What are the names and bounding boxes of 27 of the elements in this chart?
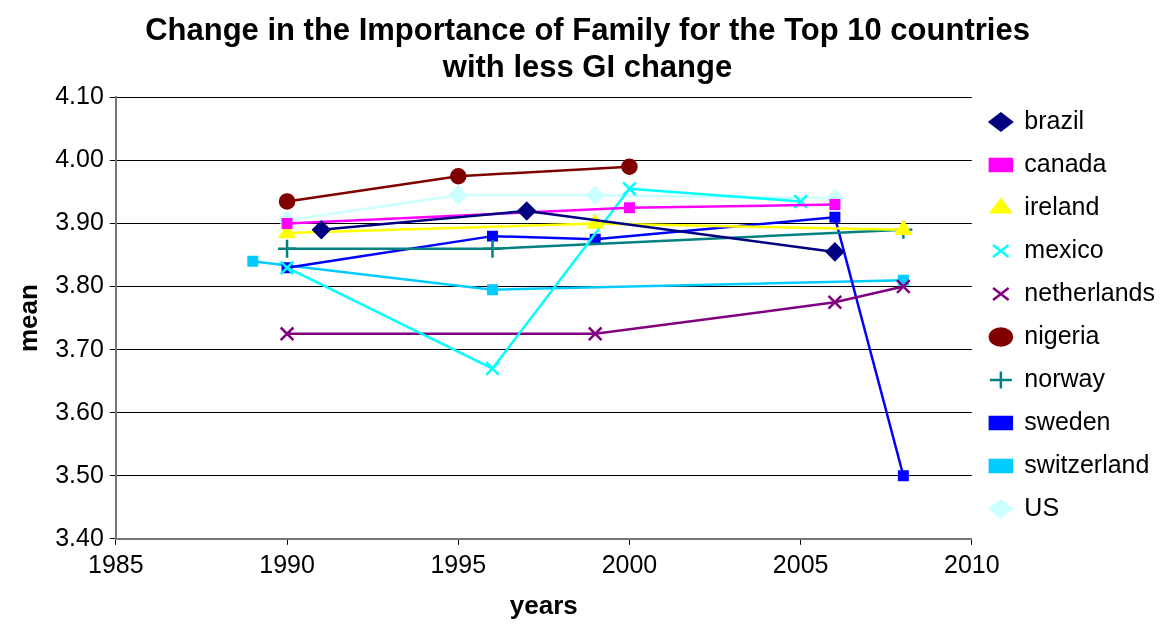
- x-tick-label: 1995: [430, 549, 487, 578]
- legend-label: ireland: [1024, 191, 1100, 220]
- legend-label: norway: [1024, 363, 1106, 392]
- x-axis-title: years: [509, 589, 578, 620]
- legend-label: netherlands: [1024, 277, 1155, 306]
- y-tick-label: 3.50: [55, 459, 104, 488]
- legend-label: canada: [1024, 148, 1107, 177]
- x-tick-label: 2005: [772, 549, 829, 578]
- legend-label: sweden: [1024, 406, 1111, 435]
- y-tick-label: 4.00: [55, 144, 104, 173]
- y-axis-title: mean: [12, 284, 43, 353]
- x-tick-label: 2000: [601, 549, 658, 578]
- y-tick-label: 3.90: [55, 207, 104, 236]
- legend-label: mexico: [1024, 234, 1104, 263]
- y-tick-label: 3.80: [55, 270, 104, 299]
- chart-title: Change in the Importance of Family for the Top 10 countries with less GI change: [145, 12, 1030, 85]
- legend-label: brazil: [1024, 105, 1085, 134]
- x-tick-label: 2010: [944, 549, 1000, 578]
- legend-label: US: [1024, 492, 1060, 521]
- y-tick-label: 3.40: [55, 522, 104, 551]
- legend-label: nigeria: [1024, 320, 1100, 349]
- y-tick-label: 4.10: [55, 81, 104, 110]
- x-tick-label: 1985: [88, 549, 144, 578]
- y-tick-label: 3.60: [55, 396, 104, 425]
- y-tick-label: 3.70: [55, 333, 104, 362]
- x-tick-label: 1990: [259, 549, 315, 578]
- legend-label: switzerland: [1024, 449, 1150, 478]
